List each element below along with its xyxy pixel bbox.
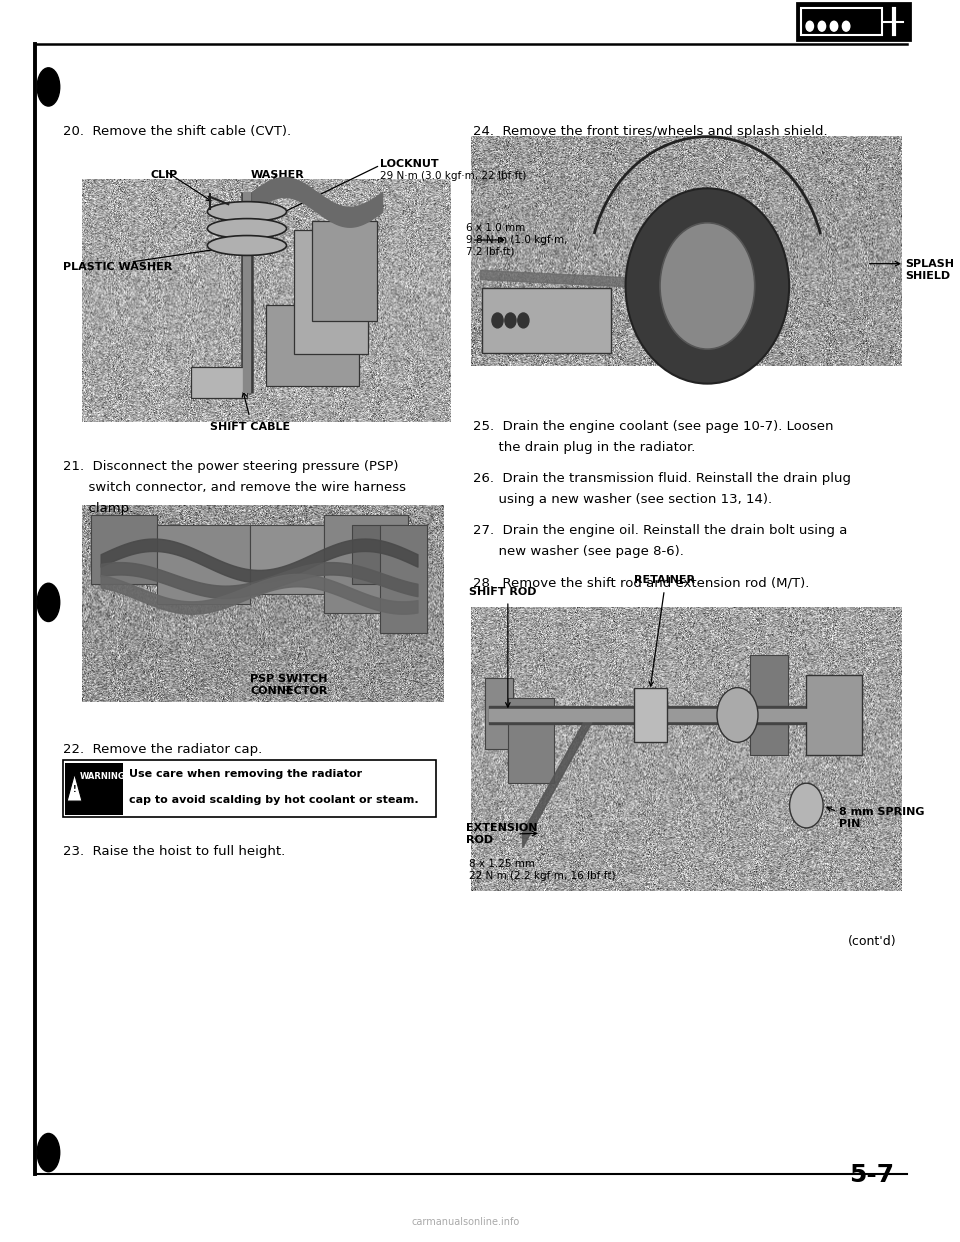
Bar	[312, 221, 377, 320]
Text: 26.  Drain the transmission fluid. Reinstall the drain plug: 26. Drain the transmission fluid. Reinst…	[473, 472, 852, 484]
Text: 27.  Drain the engine oil. Reinstall the drain bolt using a: 27. Drain the engine oil. Reinstall the …	[473, 524, 848, 537]
Text: WASHER: WASHER	[251, 170, 304, 180]
Ellipse shape	[37, 1134, 60, 1171]
Ellipse shape	[626, 189, 789, 384]
Text: Use care when removing the radiator: Use care when removing the radiator	[129, 769, 362, 780]
Text: SHIFT ROD: SHIFT ROD	[468, 587, 537, 597]
Ellipse shape	[37, 68, 60, 106]
Text: 24.  Remove the front tires/wheels and splash shield.: 24. Remove the front tires/wheels and sp…	[473, 125, 828, 138]
Text: PSP SWITCH
CONNECTOR: PSP SWITCH CONNECTOR	[251, 674, 327, 696]
Bar	[751, 656, 787, 755]
Text: RETAINER: RETAINER	[634, 575, 695, 585]
Polygon shape	[67, 774, 82, 801]
Bar	[485, 678, 513, 749]
Bar	[380, 525, 427, 633]
Text: SHIFT CABLE: SHIFT CABLE	[209, 422, 290, 432]
Circle shape	[789, 784, 823, 828]
Text: 8 mm SPRING
PIN: 8 mm SPRING PIN	[839, 807, 924, 828]
Ellipse shape	[207, 219, 286, 238]
Ellipse shape	[660, 222, 755, 349]
Text: the drain plug in the radiator.: the drain plug in the radiator.	[473, 441, 696, 453]
FancyBboxPatch shape	[802, 7, 882, 35]
Bar	[156, 525, 250, 604]
Bar	[508, 698, 555, 782]
Bar	[266, 306, 359, 386]
Bar	[63, 760, 436, 817]
Text: 29 N·m (3.0 kgf·m, 22 lbf·ft): 29 N·m (3.0 kgf·m, 22 lbf·ft)	[380, 171, 527, 181]
Text: CLIP: CLIP	[151, 170, 178, 180]
Text: carmanualsonline.info: carmanualsonline.info	[412, 1217, 520, 1227]
Bar	[806, 676, 862, 755]
Text: LOCKNUT: LOCKNUT	[380, 159, 439, 169]
Bar	[635, 688, 667, 743]
Ellipse shape	[37, 584, 60, 621]
Text: 25.  Drain the engine coolant (see page 10-7). Loosen: 25. Drain the engine coolant (see page 1…	[473, 420, 834, 432]
Bar	[65, 763, 123, 815]
Circle shape	[830, 21, 838, 31]
Text: 5-7: 5-7	[850, 1164, 895, 1187]
Text: cap to avoid scalding by hot coolant or steam.: cap to avoid scalding by hot coolant or …	[129, 795, 419, 805]
Text: 8 x 1.25 mm
22 N·m (2.2 kgf·m, 16 lbf·ft): 8 x 1.25 mm 22 N·m (2.2 kgf·m, 16 lbf·ft…	[468, 859, 615, 881]
Circle shape	[806, 21, 813, 31]
Circle shape	[842, 21, 850, 31]
Text: !: !	[73, 785, 77, 795]
Ellipse shape	[207, 201, 286, 221]
Ellipse shape	[207, 236, 286, 256]
Bar	[482, 288, 611, 353]
Circle shape	[818, 21, 826, 31]
Text: 23.  Raise the hoist to full height.: 23. Raise the hoist to full height.	[63, 845, 286, 857]
Bar	[191, 368, 247, 397]
Text: 22.  Remove the radiator cap.: 22. Remove the radiator cap.	[63, 743, 263, 755]
Circle shape	[505, 313, 516, 328]
Text: WARNING: WARNING	[80, 771, 126, 781]
Bar	[250, 525, 324, 594]
FancyBboxPatch shape	[797, 4, 910, 40]
Text: 21.  Disconnect the power steering pressure (PSP): 21. Disconnect the power steering pressu…	[63, 460, 398, 472]
Text: 20.  Remove the shift cable (CVT).: 20. Remove the shift cable (CVT).	[63, 125, 292, 138]
Circle shape	[517, 313, 529, 328]
Text: clamp.: clamp.	[63, 502, 133, 514]
Circle shape	[717, 688, 758, 743]
Text: PLASTIC WASHER: PLASTIC WASHER	[63, 262, 173, 272]
Text: new washer (see page 8-6).: new washer (see page 8-6).	[473, 545, 684, 558]
Text: SPLASH
SHIELD: SPLASH SHIELD	[905, 260, 955, 281]
Bar	[324, 515, 408, 614]
Circle shape	[492, 313, 503, 328]
Text: using a new washer (see section 13, 14).: using a new washer (see section 13, 14).	[473, 493, 773, 505]
Text: EXTENSION
ROD: EXTENSION ROD	[466, 823, 538, 845]
Bar	[352, 525, 408, 584]
Bar	[91, 515, 156, 584]
Bar	[294, 230, 368, 354]
Text: 28.  Remove the shift rod and extension rod (M/T).: 28. Remove the shift rod and extension r…	[473, 576, 809, 589]
Text: (cont'd): (cont'd)	[848, 935, 897, 948]
Text: switch connector, and remove the wire harness: switch connector, and remove the wire ha…	[63, 481, 406, 493]
Text: 6 x 1.0 mm
9.8 N·m (1.0 kgf·m,
7.2 lbf·ft): 6 x 1.0 mm 9.8 N·m (1.0 kgf·m, 7.2 lbf·f…	[466, 224, 567, 257]
